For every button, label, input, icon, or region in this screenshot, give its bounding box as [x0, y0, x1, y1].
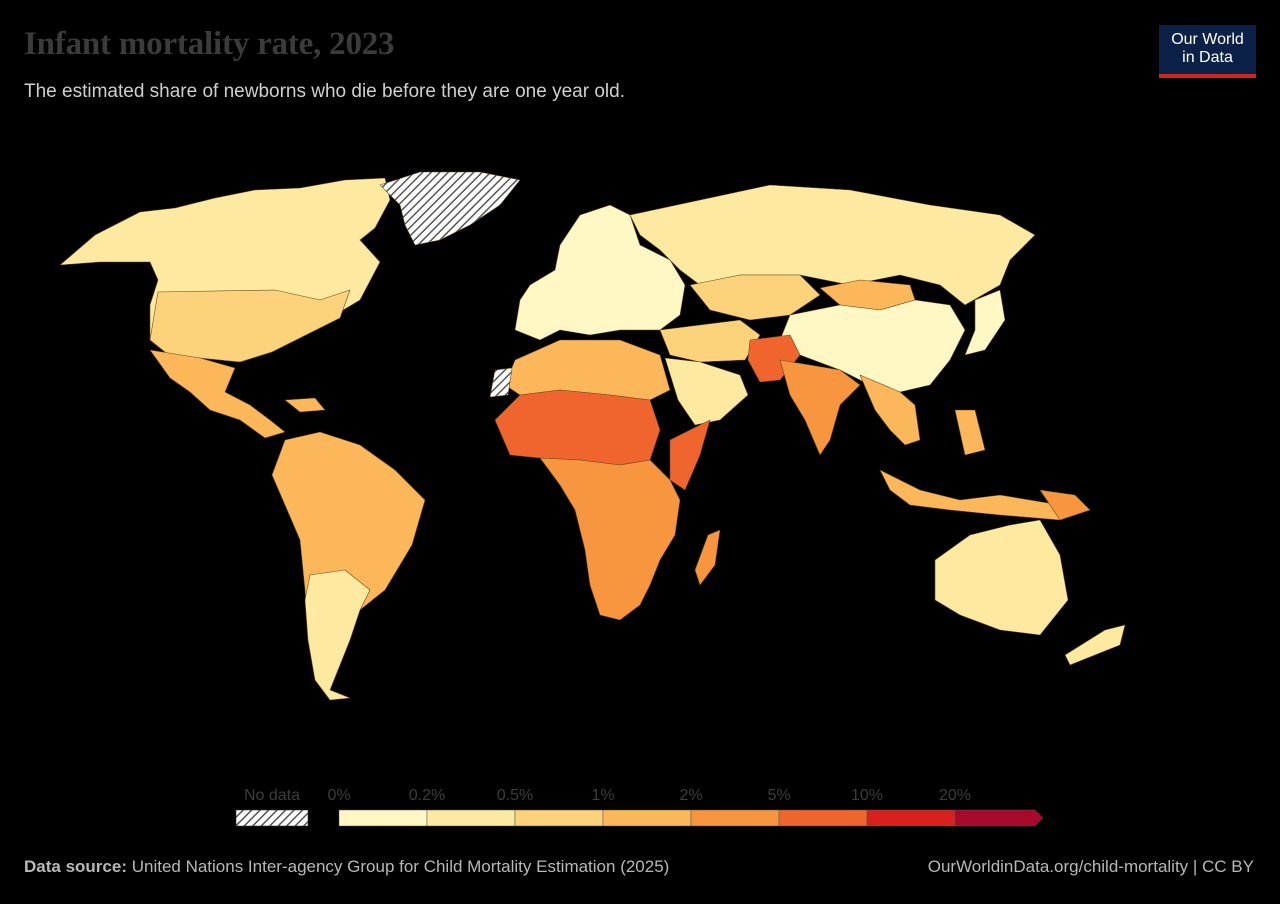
- region-philippines[interactable]: [954, 409, 986, 456]
- region-central-asia[interactable]: [689, 274, 821, 321]
- region-north-africa[interactable]: [504, 339, 671, 401]
- legend-no-data-swatch: [235, 809, 309, 827]
- legend-tick-label-1: 0.2%: [409, 787, 445, 804]
- region-new-zealand[interactable]: [1064, 624, 1126, 666]
- legend-tick-label-0: 0%: [327, 787, 350, 804]
- region-arabia[interactable]: [664, 357, 749, 426]
- region-usa[interactable]: [149, 289, 351, 363]
- legend-swatch-3: [602, 809, 692, 827]
- region-australia[interactable]: [934, 519, 1069, 636]
- owid-logo[interactable]: Our World in Data: [1159, 25, 1256, 78]
- region-sahel[interactable]: [494, 389, 661, 466]
- legend-tick-label-4: 2%: [679, 787, 702, 804]
- legend-swatch-7: [954, 809, 1044, 827]
- legend-swatch-6: [866, 809, 956, 827]
- logo-accent-bar: [1159, 74, 1256, 78]
- world-map[interactable]: [0, 160, 1280, 720]
- region-central-africa[interactable]: [539, 457, 681, 621]
- region-southern-cone[interactable]: [304, 569, 371, 701]
- legend-tick-label-3: 1%: [591, 787, 614, 804]
- logo-line-2: in Data: [1182, 49, 1233, 66]
- legend-swatch-4: [690, 809, 780, 827]
- footer-source-text: United Nations Inter-agency Group for Ch…: [126, 857, 670, 876]
- region-caribbean[interactable]: [284, 397, 326, 413]
- region-india[interactable]: [779, 359, 861, 456]
- chart-subtitle: The estimated share of newborns who die …: [24, 81, 625, 102]
- region-western-sahara[interactable]: [489, 367, 513, 398]
- region-greenland[interactable]: [379, 171, 521, 246]
- logo-line-1: Our World: [1171, 31, 1244, 48]
- footer-url[interactable]: OurWorldinData.org/child-mortality | CC …: [927, 857, 1254, 876]
- legend-swatch-5: [778, 809, 868, 827]
- map-legend: No data 0% 0.2% 0.5% 1% 2% 5% 10% 20%: [235, 787, 1044, 827]
- region-southeast-asia[interactable]: [859, 374, 921, 446]
- region-somalia[interactable]: [669, 419, 711, 491]
- legend-tick-label-2: 0.5%: [497, 787, 533, 804]
- legend-no-data-label: No data: [244, 787, 300, 804]
- region-madagascar[interactable]: [694, 529, 721, 586]
- region-central-america[interactable]: [149, 349, 286, 439]
- region-japan[interactable]: [964, 289, 1006, 356]
- footer-source-label: Data source:: [24, 857, 127, 876]
- legend-swatch-0: [338, 809, 428, 827]
- legend-bins: 0% 0.2% 0.5% 1% 2% 5% 10% 20%: [327, 787, 1044, 827]
- region-south-america[interactable]: [271, 431, 426, 701]
- region-papua[interactable]: [1039, 489, 1091, 521]
- region-europe[interactable]: [514, 204, 686, 341]
- legend-tick-label-7: 20%: [939, 787, 971, 804]
- chart-title: Infant mortality rate, 2023: [24, 26, 395, 62]
- region-middle-east[interactable]: [659, 319, 761, 363]
- legend-swatch-1: [426, 809, 516, 827]
- region-china[interactable]: [779, 299, 966, 393]
- legend-tick-label-5: 5%: [767, 787, 790, 804]
- footer-source: Data source: United Nations Inter-agency…: [24, 857, 669, 877]
- legend-swatch-2: [514, 809, 604, 827]
- legend-tick-label-6: 10%: [851, 787, 883, 804]
- region-russia[interactable]: [629, 184, 1036, 306]
